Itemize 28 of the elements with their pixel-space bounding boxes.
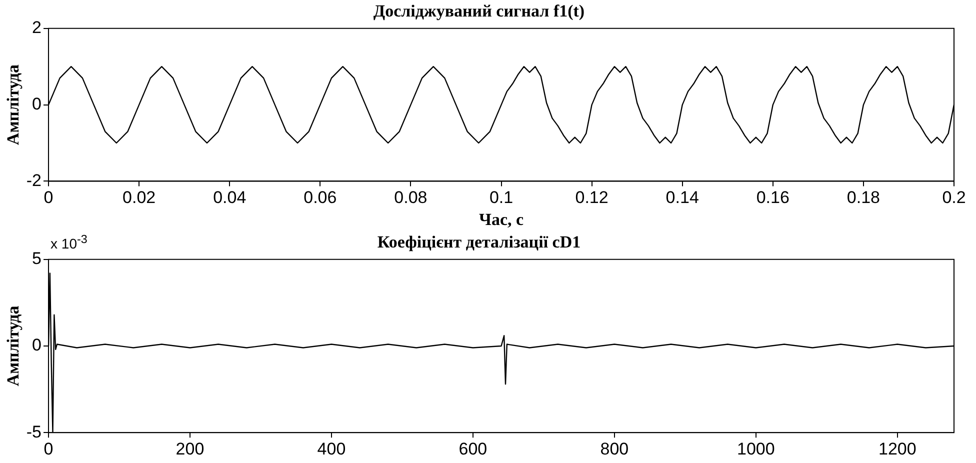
x-tick-label: 0.04 (213, 188, 246, 208)
y-axis-title: Амплітуда (4, 305, 23, 386)
x-tick-label: 600 (458, 439, 488, 458)
y-tick-label: 2 (32, 18, 42, 38)
x-tick-label: 1000 (737, 439, 775, 458)
text: x 10$^{-3}$ (50, 233, 88, 252)
y-axis-title: Амплітуда (4, 64, 23, 146)
x-tick-label: 0.08 (394, 188, 428, 208)
y-tick-label: 0 (32, 336, 42, 355)
y-tick-label: 0 (32, 94, 42, 114)
x-tick-label: 0.14 (666, 188, 699, 208)
x-tick-label: 200 (176, 439, 204, 458)
chart-title: Коефіцієнт деталізації cD1 (377, 232, 581, 252)
x-tick-label: 0.06 (304, 188, 337, 208)
x-tick-label: 400 (317, 439, 346, 458)
y-tick-label: -2 (26, 170, 42, 190)
x-tick-label: 0.02 (122, 188, 156, 208)
chart-title: Досліджуваний сигнал f1(t) (373, 2, 585, 21)
x-tick-label: 0.2 (942, 188, 966, 208)
y-tick-label: 5 (32, 249, 42, 268)
x-tick-label: 800 (600, 439, 629, 458)
x-axis-title: Час, с (478, 210, 524, 230)
x-tick-label: 0.1 (489, 188, 514, 208)
x-tick-label: 0.16 (756, 188, 790, 208)
y-tick-label: -5 (26, 422, 42, 442)
x-tick-label: 0.12 (575, 188, 608, 208)
x-tick-label: 0.18 (846, 188, 880, 208)
x-tick-label: 1200 (878, 439, 916, 458)
